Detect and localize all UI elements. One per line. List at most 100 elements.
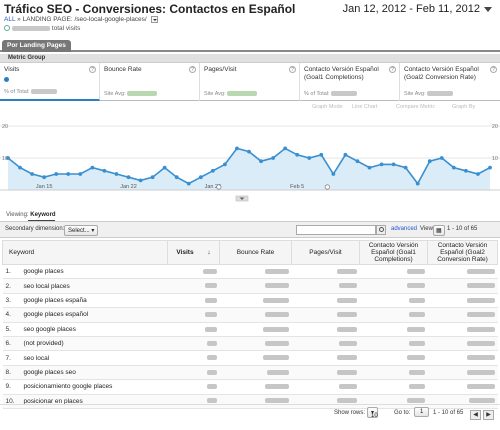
data-point[interactable] <box>439 156 444 160</box>
data-point[interactable] <box>102 168 107 173</box>
data-point[interactable] <box>54 172 59 176</box>
keyword-cell[interactable]: seo local places <box>20 278 168 294</box>
col-visits[interactable]: Visits ↓ <box>167 240 220 265</box>
annotation-marker-icon[interactable] <box>324 184 330 190</box>
prev-page-icon[interactable]: ◀ <box>470 410 481 420</box>
data-point[interactable] <box>403 165 408 170</box>
metric-sub: % of Total: <box>4 89 58 95</box>
table-row[interactable]: 9. posicionamiento google places <box>2 379 498 395</box>
breadcrumb-dropdown-icon[interactable] <box>150 16 158 23</box>
keyword-cell[interactable]: seo google places <box>20 322 168 337</box>
graph-by-control[interactable]: Graph By <box>452 104 476 110</box>
data-point[interactable] <box>379 162 384 167</box>
data-point[interactable] <box>415 181 420 186</box>
col-keyword[interactable]: Keyword <box>2 240 168 265</box>
data-point[interactable] <box>78 172 83 176</box>
data-point[interactable] <box>223 162 227 167</box>
help-icon[interactable]: ? <box>389 66 396 73</box>
data-point[interactable] <box>427 159 432 164</box>
data-point[interactable] <box>464 168 468 173</box>
data-point[interactable] <box>451 165 456 170</box>
data-point[interactable] <box>210 168 215 173</box>
table-row[interactable]: 4. google places español <box>2 307 498 323</box>
table-search-input[interactable] <box>296 225 376 235</box>
data-point[interactable] <box>319 152 324 157</box>
data-point[interactable] <box>259 159 263 164</box>
compare-metric-control[interactable]: Compare Metric <box>396 104 436 110</box>
data-point[interactable] <box>307 156 312 160</box>
keyword-cell[interactable]: (not provided) <box>20 336 168 352</box>
data-point[interactable] <box>126 175 131 180</box>
table-row[interactable]: 5. seo google places <box>2 322 498 337</box>
metric-pages-visit[interactable]: Pages/Visit Site Avg: ? <box>200 63 300 101</box>
keyword-cell[interactable]: posicionamiento google places <box>20 379 168 395</box>
data-point[interactable] <box>18 165 22 170</box>
data-point[interactable] <box>271 156 275 160</box>
data-point[interactable] <box>162 165 167 170</box>
data-point[interactable] <box>295 152 300 157</box>
viewing-keyword-tab[interactable]: Keyword <box>30 212 56 218</box>
next-page-icon[interactable]: ▶ <box>483 410 494 420</box>
data-point[interactable] <box>367 165 372 170</box>
data-point[interactable] <box>90 165 95 170</box>
data-point[interactable] <box>186 181 191 186</box>
metric-label: Pages/Visit <box>204 66 237 73</box>
data-point[interactable] <box>138 178 143 183</box>
data-point[interactable] <box>66 172 71 176</box>
help-icon[interactable]: ? <box>490 66 497 73</box>
data-point[interactable] <box>488 165 492 170</box>
table-row[interactable]: 8. google places seo <box>2 365 498 381</box>
chevron-down-icon <box>239 197 245 200</box>
data-point[interactable] <box>343 152 348 157</box>
line-chart-control[interactable]: Line Chart <box>352 104 378 110</box>
data-point[interactable] <box>30 172 34 176</box>
keyword-cell[interactable]: google places español <box>20 307 168 323</box>
data-point[interactable] <box>391 162 396 167</box>
data-point[interactable] <box>150 175 155 180</box>
data-point[interactable] <box>476 172 480 176</box>
goto-input[interactable]: 1 <box>414 407 430 417</box>
table-row[interactable]: 2. seo local places <box>2 278 498 294</box>
data-point[interactable] <box>247 149 251 154</box>
help-icon[interactable]: ? <box>189 66 196 73</box>
keyword-cell[interactable]: seo local <box>20 350 168 366</box>
data-point[interactable] <box>198 175 203 180</box>
data-point[interactable] <box>283 146 288 151</box>
search-icon[interactable] <box>376 225 386 235</box>
data-point[interactable] <box>42 175 47 180</box>
annotation-marker-icon[interactable] <box>216 184 222 190</box>
col-bounce-rate[interactable]: Bounce Rate <box>219 240 292 265</box>
show-rows-select[interactable]: 10 ▾ <box>367 407 379 419</box>
data-point[interactable] <box>331 172 336 176</box>
data-point[interactable] <box>235 146 239 151</box>
col-goal1[interactable]: Contacto Versión Español (Goal1 Completi… <box>359 240 428 265</box>
metric-goal1-completions[interactable]: Contacto Versión Español (Goal1 Completi… <box>300 63 400 101</box>
data-point[interactable] <box>114 172 119 176</box>
date-range-picker[interactable]: Jan 12, 2012 - Feb 11, 2012 <box>343 3 492 15</box>
data-point[interactable] <box>6 156 10 160</box>
help-icon[interactable]: ? <box>289 66 296 73</box>
breadcrumb-all[interactable]: ALL <box>4 16 16 24</box>
help-icon[interactable]: ? <box>89 66 96 73</box>
metric-visits[interactable]: Visits % of Total: ? <box>0 63 100 101</box>
table-row[interactable]: 3. google places españa <box>2 293 498 309</box>
metric-bounce-rate[interactable]: Bounce Rate Site Avg: ? <box>100 63 200 101</box>
table-row[interactable]: 6. (not provided) <box>2 336 498 352</box>
col-goal2[interactable]: Contacto Versión Español (Goal2 Conversi… <box>427 240 498 265</box>
total-visits-line: total visits <box>4 25 80 32</box>
advanced-filter-link[interactable]: advanced <box>391 226 418 232</box>
secondary-dimension-select[interactable]: Select... ▾ <box>64 225 99 236</box>
data-point[interactable] <box>355 159 360 164</box>
metric-goal2-conversion-rate[interactable]: Contacto Versión Español (Goal2 Conversi… <box>400 63 500 101</box>
table-view-icon[interactable]: ▦ <box>433 225 445 236</box>
table-row[interactable]: 10. posicionar en places <box>2 394 498 409</box>
keyword-cell[interactable]: google places españa <box>20 293 168 309</box>
table-row[interactable]: 1. google places <box>2 264 498 280</box>
table-row[interactable]: 7. seo local <box>2 350 498 366</box>
col-pages-visit[interactable]: Pages/Visit <box>291 240 360 265</box>
keyword-cell[interactable]: google places <box>20 264 168 280</box>
data-point[interactable] <box>174 175 179 180</box>
graph-mode-control[interactable]: Graph Mode <box>312 104 343 110</box>
keyword-cell[interactable]: google places seo <box>20 365 168 381</box>
tab-por-landing-pages[interactable]: Por Landing Pages <box>2 40 71 52</box>
